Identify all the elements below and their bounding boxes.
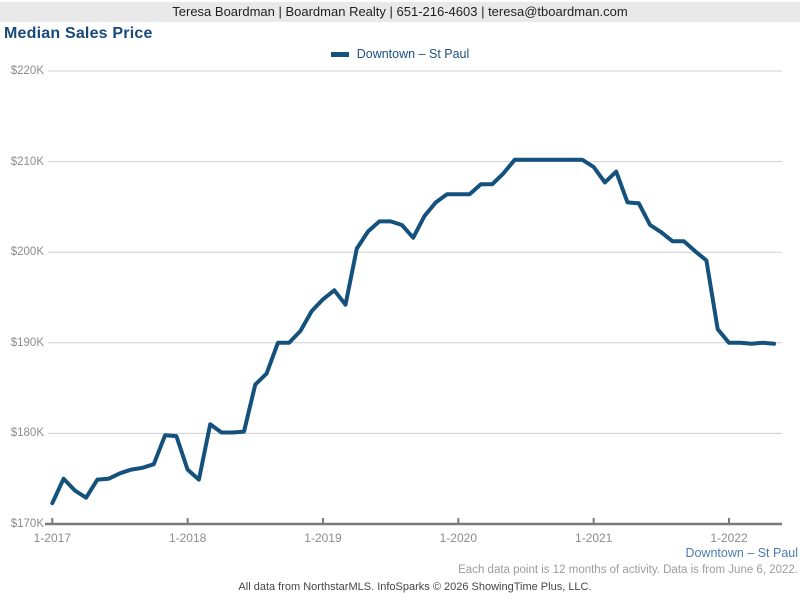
x-axis-tick-label: 1-2019 [304,531,342,545]
contact-banner: Teresa Boardman | Boardman Realty | 651-… [0,2,800,22]
footer-data-note: Each data point is 12 months of activity… [458,564,798,576]
x-axis-tick-label: 1-2022 [710,531,748,545]
y-axis-tick-label: $220K [10,65,44,77]
chart-title: Median Sales Price [4,25,153,42]
y-axis-tick-label: $190K [10,336,44,349]
x-axis-tick-label: 1-2017 [33,531,71,545]
footer-series-label: Downtown – St Paul [685,546,798,560]
legend: Downtown – St Paul [0,46,800,62]
series-line [50,157,777,506]
y-axis-tick-label: $200K [10,246,44,259]
x-axis-tick-label: 1-2021 [574,531,613,545]
y-axis-tick-label: $170K [10,518,44,530]
x-axis-tick-label: 1-2018 [168,531,207,545]
legend-label: Downtown – St Paul [356,47,470,61]
y-axis-tick-label: $180K [10,427,44,440]
legend-line-swatch [330,51,349,57]
x-axis-tick-label: 1-2020 [439,531,477,545]
y-axis-tick-label: $210K [10,155,44,168]
footer-attribution: All data from NorthstarMLS. InfoSparks ©… [238,581,592,593]
